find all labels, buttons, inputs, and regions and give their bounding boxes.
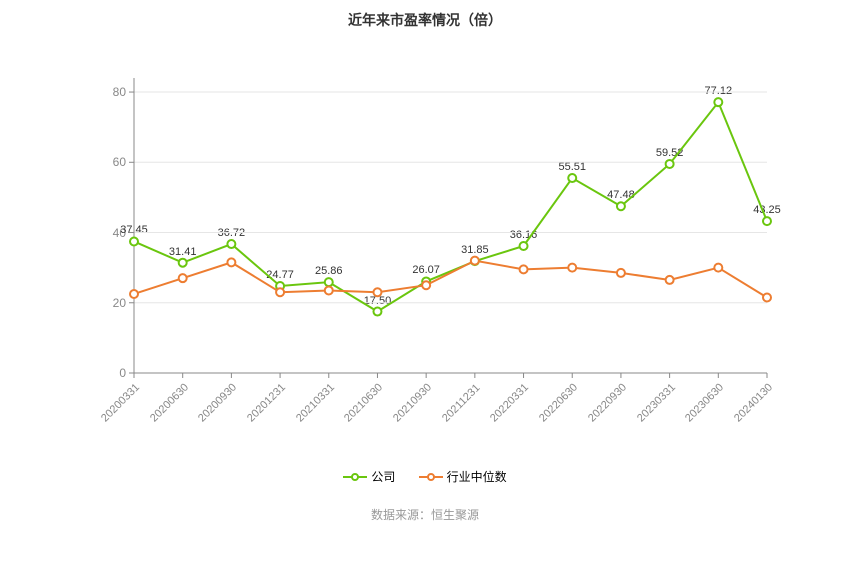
chart-svg xyxy=(0,30,850,460)
data-point[interactable] xyxy=(130,237,138,245)
legend-label: 行业中位数 xyxy=(447,468,507,485)
data-point[interactable] xyxy=(714,98,722,106)
data-source-text: 数据来源：恒生聚源 xyxy=(0,486,850,523)
data-point[interactable] xyxy=(617,202,625,210)
data-point[interactable] xyxy=(130,290,138,298)
data-point[interactable] xyxy=(227,258,235,266)
legend-item-industry[interactable]: 行业中位数 xyxy=(419,468,507,485)
chart-title: 近年来市盈率情况（倍） xyxy=(0,0,850,30)
data-point[interactable] xyxy=(714,264,722,272)
data-point[interactable] xyxy=(520,265,528,273)
data-point[interactable] xyxy=(666,276,674,284)
data-point[interactable] xyxy=(763,217,771,225)
series-marker-icon xyxy=(343,471,367,483)
data-point[interactable] xyxy=(568,174,576,182)
data-point[interactable] xyxy=(179,274,187,282)
data-point[interactable] xyxy=(422,281,430,289)
data-point[interactable] xyxy=(666,160,674,168)
data-point[interactable] xyxy=(325,286,333,294)
data-point[interactable] xyxy=(373,308,381,316)
data-point[interactable] xyxy=(617,269,625,277)
data-point[interactable] xyxy=(179,259,187,267)
chart-canvas[interactable]: 0204060802020033120200630202009302020123… xyxy=(0,30,850,460)
data-point[interactable] xyxy=(568,264,576,272)
data-point[interactable] xyxy=(276,288,284,296)
data-point[interactable] xyxy=(763,293,771,301)
series-marker-icon xyxy=(419,471,443,483)
data-point[interactable] xyxy=(325,278,333,286)
legend: 公司 行业中位数 xyxy=(0,460,850,486)
legend-label: 公司 xyxy=(371,468,395,485)
data-point[interactable] xyxy=(471,257,479,265)
data-point[interactable] xyxy=(520,242,528,250)
legend-item-company[interactable]: 公司 xyxy=(343,468,395,485)
data-point[interactable] xyxy=(227,240,235,248)
data-point[interactable] xyxy=(373,288,381,296)
